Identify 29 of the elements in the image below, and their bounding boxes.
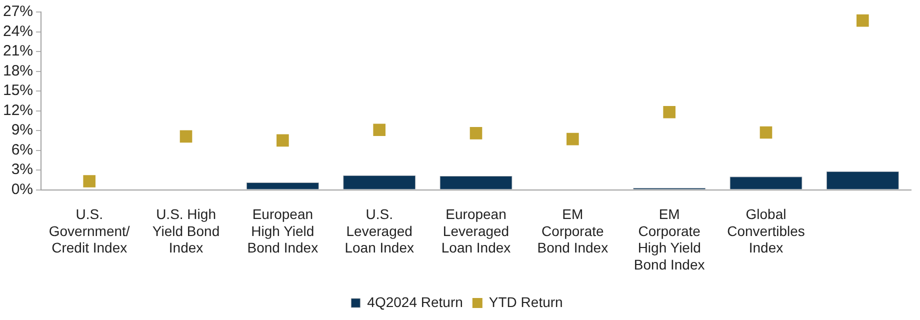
point [373,124,386,136]
legend-label: YTD Return [488,294,563,310]
point [276,134,289,147]
point [760,126,772,139]
y-tick-label: 12% [2,102,34,119]
x-tick-label: Global Convertibles Index [727,206,805,256]
y-tick-label: 0% [11,180,34,198]
point [663,106,676,118]
x-tick-label: U.S. Leveraged Loan Index [344,206,414,256]
x-tick-label: EM Corporate High Yield Bond Index [634,206,705,272]
legend-label: 4Q2024 Return [367,294,463,310]
x-tick-label: European High Yield Bond Index [247,206,318,256]
x-tick-label: U.S. Government/ Credit Index [48,206,130,256]
point [180,130,192,143]
point [566,132,579,146]
y-tick-label: 21% [2,42,34,60]
y-tick-label: 3% [11,161,34,178]
point [470,127,482,140]
y-tick-label: 6% [11,141,34,158]
x-tick-label: European Leveraged Loan Index [441,206,511,256]
point [856,14,869,27]
x-tick-label: EM Corporate Bond Index [537,206,608,256]
y-tick-label: 24% [2,22,34,40]
x-tick-label: U.S. High Yield Bond Index [152,206,220,256]
y-tick-label: 18% [2,62,34,80]
y-tick-label: 15% [2,82,34,100]
y-tick-label: 27% [2,3,34,20]
y-tick-label: 9% [11,122,34,139]
point [83,175,96,188]
